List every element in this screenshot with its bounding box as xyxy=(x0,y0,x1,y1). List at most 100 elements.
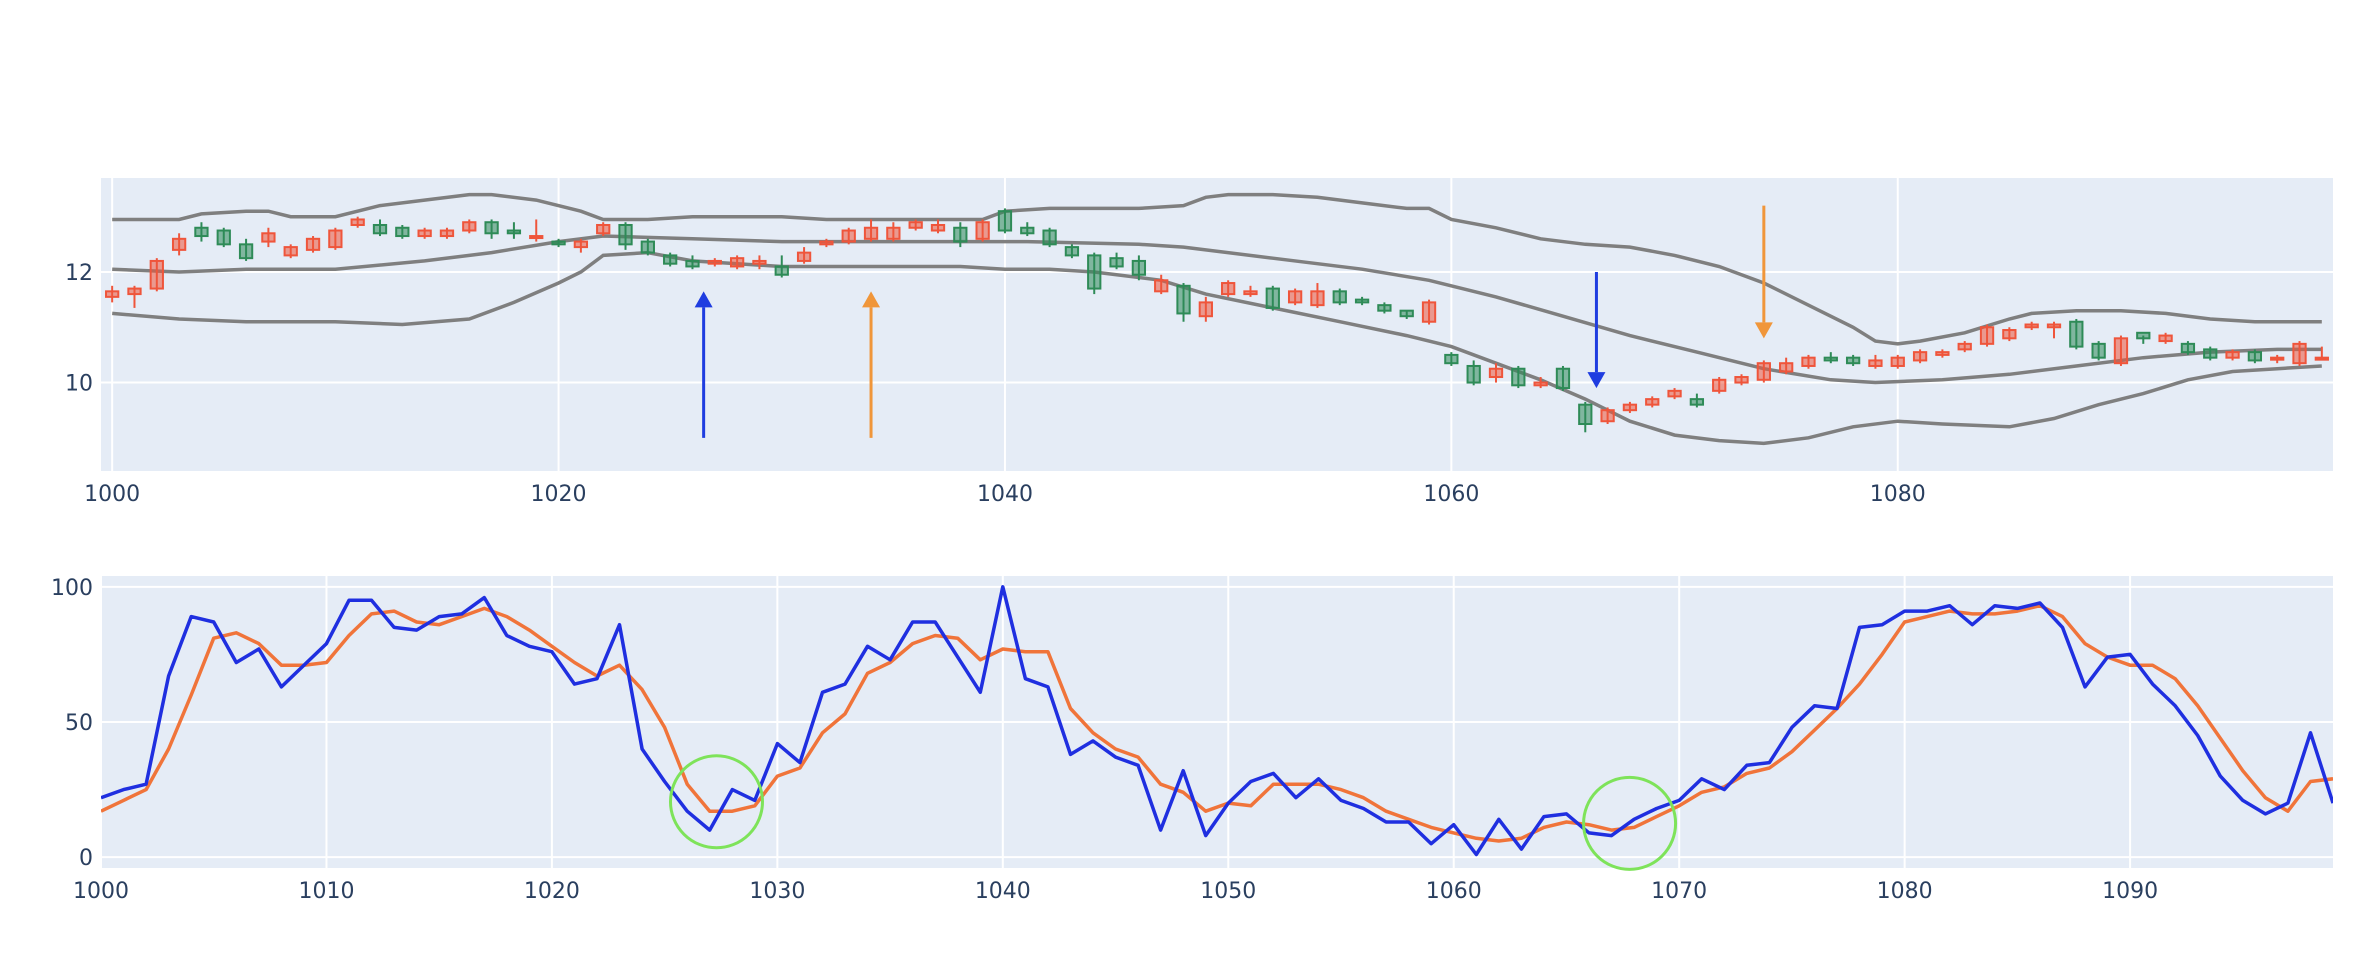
signal-arrow-down xyxy=(1754,205,1773,339)
candle xyxy=(975,219,990,242)
candle-body xyxy=(551,240,566,246)
candle xyxy=(1845,354,1861,366)
candle-body xyxy=(930,223,946,232)
candle xyxy=(2247,349,2263,364)
candle xyxy=(1957,341,1972,353)
candle xyxy=(283,244,298,259)
candle-body xyxy=(618,223,633,246)
candle xyxy=(372,219,388,237)
candle-body xyxy=(105,290,120,298)
candle xyxy=(1221,280,1236,297)
y-tick-label: 50 xyxy=(65,711,93,736)
candle xyxy=(1064,244,1080,259)
candle xyxy=(171,233,187,256)
x-tick-label: 1050 xyxy=(1200,879,1256,904)
candle-body xyxy=(2002,329,2017,340)
candle-body xyxy=(1578,403,1593,426)
candle xyxy=(2113,335,2129,366)
candle xyxy=(2314,346,2329,361)
candle-body xyxy=(2024,323,2039,329)
candle-body xyxy=(841,229,856,243)
candle-body xyxy=(1979,326,1995,345)
signal-arrow-up xyxy=(694,291,713,438)
candle-body xyxy=(372,223,388,235)
candle xyxy=(930,219,946,234)
candle-body xyxy=(908,221,923,229)
candle xyxy=(261,227,276,248)
candle-body xyxy=(1957,342,1972,351)
candle-body xyxy=(529,235,544,240)
candle xyxy=(1042,227,1057,248)
candle xyxy=(640,238,655,256)
highlight-circle xyxy=(668,754,764,850)
candle-body xyxy=(238,243,254,260)
candle xyxy=(1779,357,1794,375)
x-tick-label: 1020 xyxy=(524,879,580,904)
signal-arrow-up xyxy=(862,291,881,438)
band-line-middle xyxy=(112,234,2322,385)
x-tick-label: 1020 xyxy=(531,482,587,507)
candle-body xyxy=(886,226,901,240)
candle-body xyxy=(1689,398,1705,406)
candle-body xyxy=(439,229,455,238)
candle xyxy=(1890,354,1905,369)
candle-body xyxy=(1332,290,1347,304)
candle-body xyxy=(1310,290,1325,307)
candle-body xyxy=(1064,246,1080,257)
candle xyxy=(2091,341,2106,361)
candle-body xyxy=(305,237,321,251)
candle xyxy=(1555,365,1571,391)
candle-body xyxy=(1823,356,1838,362)
candle-body xyxy=(573,240,589,249)
candle-body xyxy=(2270,356,2285,361)
candle xyxy=(1265,285,1280,311)
arrow-head xyxy=(1754,322,1773,339)
candle-body xyxy=(1421,301,1437,323)
candle xyxy=(1756,360,1771,383)
candle xyxy=(529,219,544,242)
candle xyxy=(2002,327,2017,342)
x-tick-label: 1040 xyxy=(975,879,1031,904)
x-tick-label: 1030 xyxy=(749,879,805,904)
band-line-lower xyxy=(112,250,2322,446)
x-tick-label: 1090 xyxy=(2102,879,2158,904)
candle-body xyxy=(774,265,789,276)
series-line-1 xyxy=(101,603,2333,843)
candle-body xyxy=(975,221,990,240)
x-tick-label: 1080 xyxy=(1877,879,1933,904)
candle xyxy=(551,238,566,248)
candle xyxy=(1154,274,1169,295)
candle xyxy=(908,219,923,231)
candle-body xyxy=(1890,356,1905,367)
candle xyxy=(1823,352,1838,364)
candle xyxy=(328,227,343,250)
candle xyxy=(596,222,611,237)
candle-body xyxy=(2158,334,2173,343)
candle xyxy=(886,222,901,242)
candle xyxy=(2270,354,2285,364)
candle xyxy=(2158,332,2173,344)
candle-body xyxy=(1176,284,1191,315)
candle-body xyxy=(953,226,968,243)
candle-body xyxy=(663,254,678,265)
candle xyxy=(305,236,321,253)
candle xyxy=(194,222,209,242)
candle-body xyxy=(1600,409,1615,423)
candle xyxy=(1801,354,1816,369)
candle-body xyxy=(261,232,276,243)
y-tick-label: 10 xyxy=(65,372,93,397)
candle-body xyxy=(2225,351,2240,359)
candle-body xyxy=(216,229,231,246)
candle-body xyxy=(1154,279,1169,293)
candle-body xyxy=(1935,351,1950,356)
candle xyxy=(863,219,879,242)
highlight-circle xyxy=(1582,775,1678,871)
x-tick-label: 1010 xyxy=(298,879,354,904)
candle-body xyxy=(462,221,477,232)
candle-body xyxy=(2069,320,2084,348)
candle xyxy=(1198,296,1213,322)
candle-body xyxy=(1912,351,1928,362)
x-tick-label: 1000 xyxy=(84,482,140,507)
candle-body xyxy=(819,240,834,246)
